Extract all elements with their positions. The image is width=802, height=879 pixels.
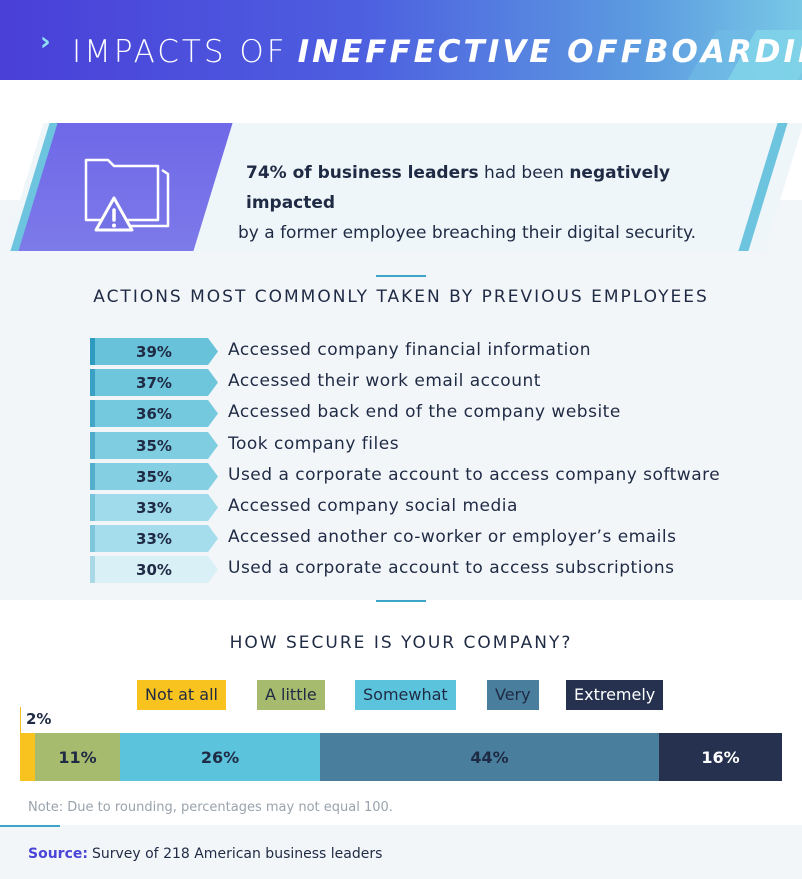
bar-accent	[90, 369, 95, 397]
source-key: Source:	[28, 846, 88, 862]
category-label: Accessed their work email account	[228, 371, 541, 392]
legend-item: Somewhat	[355, 680, 456, 710]
data-label: 36%	[136, 405, 172, 424]
percent-tag: 36%	[90, 400, 218, 428]
footer-background	[0, 825, 802, 879]
stat-bold: 74% of business leaders	[246, 163, 479, 183]
category-label: Took company files	[228, 433, 400, 454]
data-label: 16%	[701, 748, 740, 767]
bar-accent	[90, 400, 95, 428]
legend-item: A little	[257, 680, 325, 710]
bar-mark	[90, 462, 218, 490]
source-line: Source: Survey of 218 American business l…	[28, 846, 382, 862]
list-item: 36% Accessed back end of the company webs…	[90, 400, 790, 428]
data-label: 35%	[136, 436, 172, 455]
bar-segment	[20, 733, 35, 781]
list-item: 39% Accessed company financial informatio…	[90, 338, 790, 365]
data-label: 37%	[136, 374, 172, 393]
list-item: 33% Accessed company social media	[90, 494, 790, 521]
legend-item: Very	[487, 680, 539, 710]
percent-tag: 33%	[90, 494, 218, 521]
source-rule	[0, 825, 60, 827]
stat-bold2: negatively impacted	[246, 163, 671, 213]
list-item: 33% Accessed another co-worker or employe…	[90, 525, 790, 553]
percent-tag: 30%	[90, 556, 218, 584]
folder-warning-icon	[84, 158, 170, 232]
rounding-note: Note: Due to rounding, percentages may n…	[28, 800, 393, 815]
percent-tag: 33%	[90, 525, 218, 553]
percent-tag: 35%	[90, 431, 218, 459]
bar-accent	[90, 525, 95, 553]
security-title: HOW SECURE IS YOUR COMPANY?	[229, 633, 573, 653]
stat-mid: had been	[478, 163, 570, 183]
list-item: 37% Accessed their work email account	[90, 369, 790, 397]
data-label: 26%	[200, 748, 240, 767]
data-label: 30%	[136, 561, 172, 580]
stacked-bar: 11% 26% 44% 16%	[20, 733, 782, 781]
callout-stat: 74% of business leaders had been negativ…	[238, 158, 758, 248]
bar-mark	[90, 431, 218, 459]
legend-item: Not at all	[137, 680, 226, 710]
bar-mark	[90, 369, 218, 397]
list-item: 30% Used a corporate account to access su…	[90, 556, 790, 584]
bar-mark	[90, 400, 218, 428]
category-label: Accessed company social media	[228, 496, 518, 516]
category-label: Accessed another co-worker or employer’s…	[228, 527, 677, 548]
section-rule	[376, 600, 426, 602]
data-label: 35%	[136, 467, 172, 486]
category-label: Accessed company financial information	[228, 340, 592, 360]
data-label: 2%	[26, 710, 52, 728]
legend-item: Extremely	[566, 680, 664, 710]
bar-accent	[90, 338, 95, 365]
chevron-right-icon: ›	[40, 27, 51, 57]
page-title: IMPACTS OF INEFFECTIVE OFFBOARDING	[72, 34, 802, 70]
header-banner: › IMPACTS OF INEFFECTIVE OFFBOARDING	[0, 0, 802, 80]
bar-mark	[90, 338, 218, 365]
bar-accent	[90, 556, 95, 584]
data-label: 33%	[136, 530, 172, 549]
percent-tag: 37%	[90, 369, 218, 397]
section-rule	[376, 275, 426, 277]
title-emphasis: INEFFECTIVE OFFBOARDING	[297, 34, 802, 70]
bar-segment	[35, 733, 120, 781]
percent-tag: 39%	[90, 338, 218, 365]
bar-segment	[320, 733, 659, 781]
bar-mark	[90, 556, 218, 584]
bar-segment	[659, 733, 782, 781]
data-label: 11%	[58, 748, 97, 767]
percent-tag: 35%	[90, 462, 218, 490]
bar-accent	[90, 462, 95, 490]
data-label: 33%	[136, 499, 172, 517]
actions-title: ACTIONS MOST COMMONLY TAKEN BY PREVIOUS …	[93, 287, 709, 307]
data-label: 39%	[136, 343, 172, 361]
category-label: Used a corporate account to access compa…	[228, 464, 721, 485]
category-label: Used a corporate account to access subsc…	[228, 558, 675, 579]
bar-segment	[120, 733, 320, 781]
category-label: Accessed back end of the company website	[228, 402, 621, 423]
bar-accent	[90, 431, 95, 459]
list-item: 35% Used a corporate account to access co…	[90, 462, 790, 490]
bar-accent	[90, 494, 95, 521]
bar-mark	[90, 525, 218, 553]
source-text: Survey of 218 American business leaders	[91, 846, 383, 862]
bar-mark	[90, 494, 218, 521]
stat-rest: by a former employee breaching their dig…	[238, 223, 697, 243]
data-label: 44%	[470, 748, 509, 767]
title-prefix: IMPACTS OF	[72, 34, 288, 70]
list-item: 35% Took company files	[90, 431, 790, 459]
small-segment-tick	[20, 707, 21, 733]
